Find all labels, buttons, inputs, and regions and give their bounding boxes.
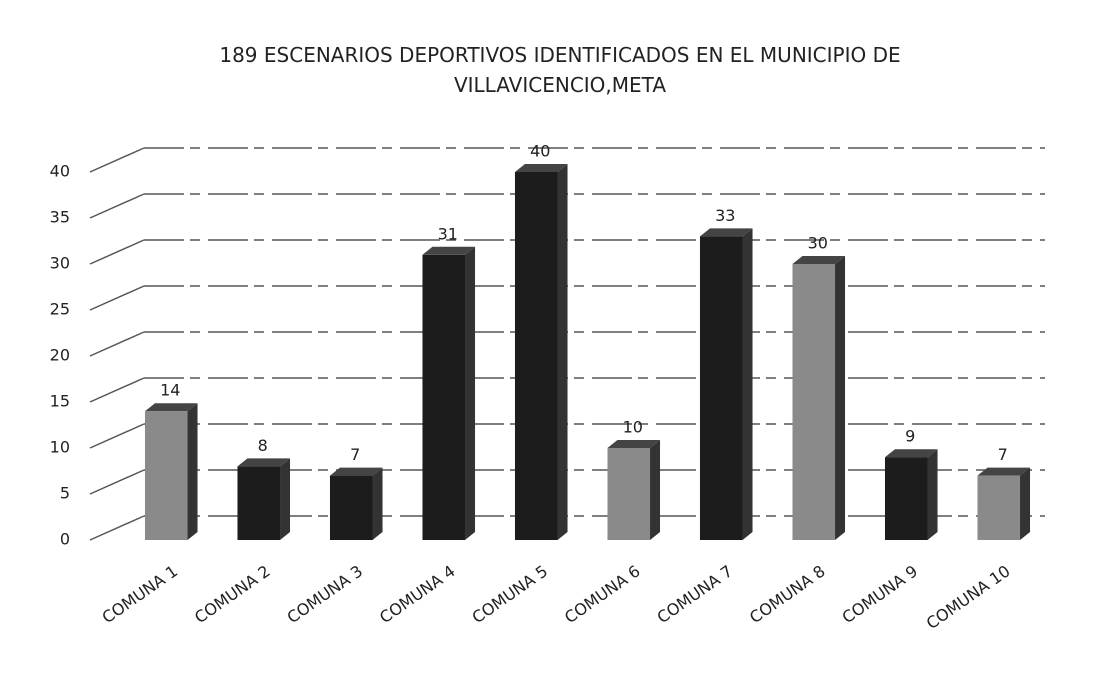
bar-side	[1020, 467, 1031, 540]
x-tick-label: COMUNA 3	[284, 561, 367, 627]
bar-side	[187, 403, 198, 540]
bar-top	[237, 458, 291, 467]
y-tick-label: 30	[50, 254, 70, 273]
y-tick-label: 0	[60, 530, 70, 549]
bar-side	[280, 458, 291, 540]
bar	[792, 264, 836, 540]
bar	[144, 411, 188, 540]
grid-line	[89, 147, 145, 173]
x-tick-label: COMUNA 1	[99, 561, 182, 627]
x-tick-label: COMUNA 8	[746, 561, 829, 627]
bar	[977, 475, 1021, 540]
bar-top	[792, 256, 846, 264]
value-label: 31	[438, 224, 458, 243]
bar-top	[977, 467, 1031, 476]
grid-line	[89, 423, 145, 449]
x-tick-label: COMUNA 2	[191, 561, 274, 627]
bar-top	[699, 228, 753, 237]
x-tick-label: COMUNA 9	[839, 561, 922, 627]
bar-side	[835, 256, 846, 540]
y-tick-label: 10	[50, 438, 70, 457]
grid-line	[89, 515, 145, 541]
x-tick-label: COMUNA 4	[376, 561, 459, 627]
y-tick-label: 5	[60, 484, 70, 503]
grid-line	[89, 193, 145, 219]
grid-line	[89, 285, 145, 311]
y-tick-label: 20	[50, 346, 70, 365]
bar-side	[927, 449, 938, 540]
value-label: 30	[808, 234, 828, 253]
x-tick-label: COMUNA 5	[469, 561, 552, 627]
value-label: 14	[160, 381, 180, 400]
bar-top	[144, 403, 198, 412]
grid-line	[89, 469, 145, 495]
y-tick-label: 40	[50, 162, 70, 181]
bar	[422, 254, 466, 541]
grid-line	[89, 331, 145, 357]
chart-title: 189 ESCENARIOS DEPORTIVOS IDENTIFICADOS …	[219, 43, 901, 97]
bar-side	[557, 164, 568, 540]
value-label: 8	[258, 436, 268, 455]
bar	[884, 457, 928, 540]
bar-top	[514, 164, 568, 172]
y-tick-label: 35	[50, 208, 70, 227]
bar	[607, 448, 651, 540]
bar-top	[329, 467, 383, 476]
value-label: 10	[623, 418, 643, 437]
value-label: 40	[530, 142, 550, 161]
bar-top	[607, 440, 661, 448]
bar-top	[422, 246, 476, 255]
bar-side	[465, 246, 476, 541]
bar-side	[372, 467, 383, 540]
grid-line	[89, 377, 145, 403]
x-tick-label: COMUNA 7	[654, 561, 737, 627]
value-label: 33	[715, 206, 735, 225]
y-tick-label: 15	[50, 392, 70, 411]
bar	[329, 475, 373, 540]
bar-side	[650, 440, 661, 540]
grid-line	[89, 239, 145, 265]
bar	[237, 466, 281, 540]
bar-top	[884, 449, 938, 458]
bar	[514, 172, 558, 540]
bar-side	[742, 228, 753, 540]
y-tick-label: 25	[50, 300, 70, 319]
value-label: 7	[350, 445, 360, 464]
x-tick-label: COMUNA 6	[561, 561, 644, 627]
value-label: 9	[905, 427, 915, 446]
bar	[699, 236, 743, 540]
value-label: 7	[998, 445, 1008, 464]
x-tick-label: COMUNA 10	[923, 561, 1014, 633]
